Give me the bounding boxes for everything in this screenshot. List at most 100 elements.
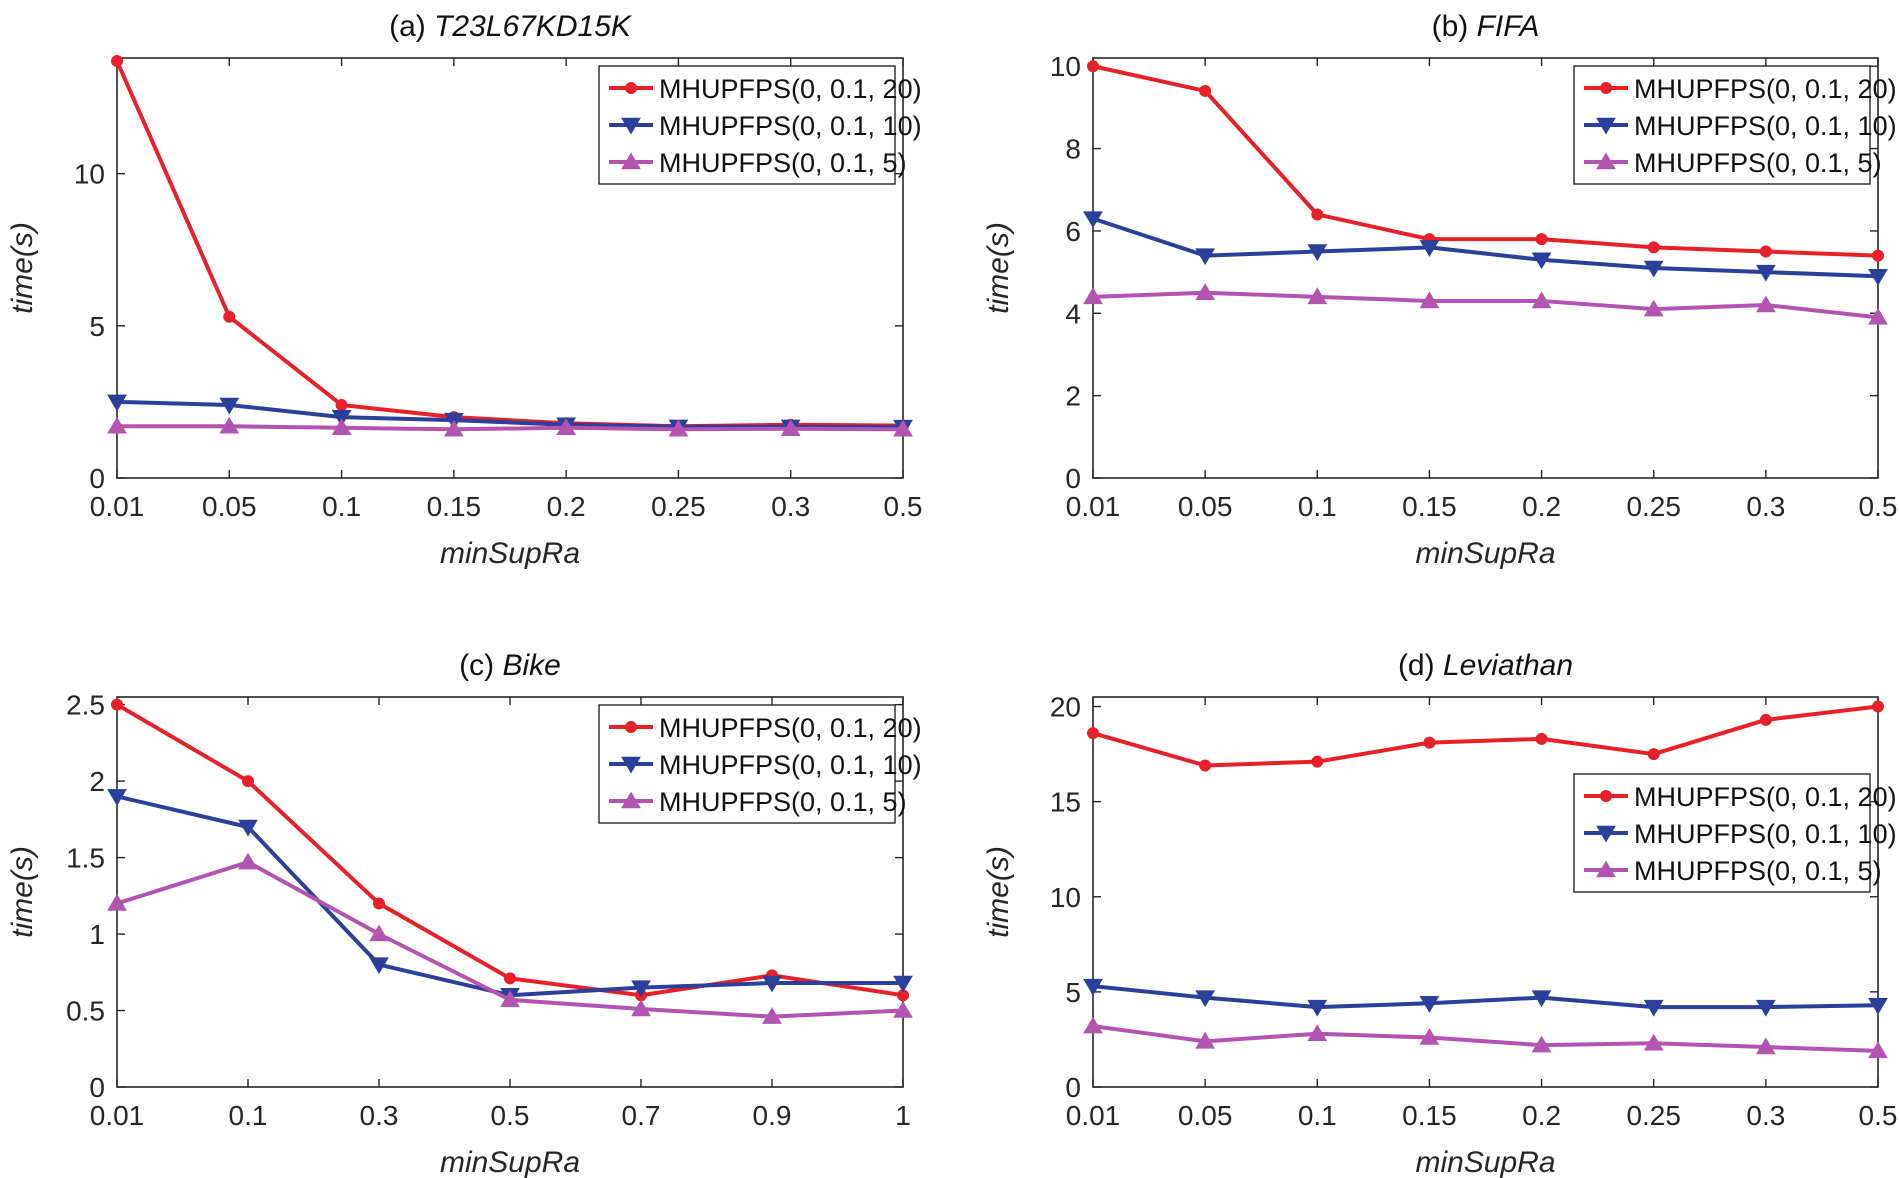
data-point — [1531, 252, 1552, 270]
data-point — [1311, 755, 1324, 768]
data-point — [107, 893, 127, 911]
x-tick-label: 0.01 — [90, 1100, 145, 1131]
x-tick-label: 0.7 — [622, 1100, 661, 1131]
y-tick-label: 0 — [89, 1072, 105, 1103]
x-tick-label: 0.15 — [1402, 491, 1457, 522]
legend-label: MHUPFPS(0, 0.1, 20) — [1634, 74, 1897, 104]
legend-entry: MHUPFPS(0, 0.1, 5) — [1584, 856, 1882, 886]
x-tick-label: 0.1 — [1298, 491, 1337, 522]
chart-title-name: Leviathan — [1443, 649, 1573, 682]
data-point — [331, 418, 352, 436]
x-tick-label: 0.01 — [1066, 1100, 1121, 1131]
x-axis-title: minSupRa — [440, 537, 580, 570]
data-point — [504, 972, 516, 985]
data-point — [631, 999, 651, 1017]
y-tick-label: 6 — [1065, 216, 1081, 247]
data-point — [1307, 1024, 1328, 1041]
legend-entry: MHUPFPS(0, 0.1, 20) — [609, 74, 922, 104]
series-1 — [1087, 60, 1884, 262]
data-point — [893, 419, 913, 437]
y-tick-label: 0 — [1065, 463, 1081, 494]
data-point — [1083, 287, 1103, 305]
x-tick-label: 0.2 — [1522, 491, 1561, 522]
legend-marker — [621, 152, 641, 170]
data-point — [1647, 748, 1660, 761]
legend-marker — [621, 756, 641, 774]
data-point — [1755, 999, 1776, 1017]
y-tick-label: 1 — [89, 919, 105, 950]
data-point — [1535, 233, 1548, 246]
data-point — [1083, 211, 1103, 229]
legend-marker — [1596, 117, 1616, 135]
data-point — [1195, 283, 1216, 300]
y-tick-label: 20 — [1050, 692, 1081, 723]
x-tick-label: 0.3 — [1746, 1100, 1785, 1131]
y-axis-title: time(s) — [6, 222, 39, 314]
legend-entry: MHUPFPS(0, 0.1, 10) — [609, 750, 922, 780]
data-point — [500, 990, 520, 1008]
data-point — [335, 398, 348, 411]
data-point — [242, 775, 254, 788]
legend-box — [1573, 65, 1871, 185]
y-tick-label: 15 — [1050, 787, 1081, 818]
data-point — [219, 397, 240, 415]
legend-label: MHUPFPS(0, 0.1, 10) — [659, 750, 922, 780]
y-axis-title: time(s) — [6, 846, 39, 938]
x-tick-label: 0.1 — [229, 1100, 268, 1131]
series-2 — [1083, 978, 1888, 1017]
data-point — [893, 975, 913, 993]
chart-title: (d) Leviathan — [1398, 649, 1573, 682]
data-point — [1868, 268, 1888, 286]
x-tick-label: 0.5 — [884, 491, 923, 522]
data-point — [1419, 291, 1440, 309]
data-point — [107, 789, 127, 806]
data-point — [107, 394, 127, 412]
x-tick-label: 0.5 — [1859, 491, 1898, 522]
data-point — [443, 419, 464, 437]
plot-frame — [1092, 696, 1879, 1088]
x-tick-label: 0.15 — [1402, 1100, 1457, 1131]
y-tick-label: 0.5 — [66, 996, 105, 1027]
series-1 — [111, 698, 909, 1002]
x-axis-title: minSupRa — [1415, 1146, 1555, 1178]
series-line — [1092, 64, 1879, 258]
data-point — [1868, 1041, 1888, 1059]
data-point — [1311, 208, 1324, 221]
data-point — [1868, 997, 1888, 1015]
chart-panel-4: 0.01 0.05 0.1 0.15 0.2 0.25 0.3 0.5 0 5 10 15 20 minS… — [982, 649, 1897, 1178]
y-tick-label: 10 — [74, 159, 105, 190]
data-point — [1755, 295, 1776, 313]
data-point — [1643, 999, 1664, 1017]
y-axis-title: time(s) — [982, 846, 1015, 938]
x-tick-label: 0.25 — [1626, 1100, 1681, 1131]
data-point — [111, 55, 123, 68]
y-tick-label: 0 — [89, 463, 105, 494]
legend-entry: MHUPFPS(0, 0.1, 10) — [1584, 819, 1897, 849]
data-point — [107, 416, 127, 434]
x-tick-label: 0.01 — [1066, 491, 1121, 522]
series-3 — [1083, 283, 1888, 325]
chart-title: (c) Bike — [459, 649, 561, 682]
x-axis-title: minSupRa — [1415, 537, 1555, 570]
x-tick-label: 0.3 — [771, 491, 810, 522]
y-tick-label: 4 — [1065, 298, 1081, 329]
x-tick-label: 0.05 — [202, 491, 257, 522]
x-tick-label: 0.05 — [1178, 1100, 1233, 1131]
legend-entry: MHUPFPS(0, 0.1, 10) — [609, 111, 922, 141]
data-point — [668, 419, 689, 437]
legend: MHUPFPS(0, 0.1, 20) MHUPFPS(0, 0.1, 10) MH… — [1573, 773, 1897, 893]
legend-marker — [625, 82, 637, 94]
x-tick-label: 0.25 — [1626, 491, 1681, 522]
x-tick-label: 0.15 — [427, 491, 482, 522]
legend-label: MHUPFPS(0, 0.1, 20) — [1634, 782, 1897, 812]
data-point — [1419, 996, 1440, 1013]
chart-title-prefix: (d) — [1398, 649, 1443, 682]
series-line — [1092, 704, 1879, 768]
chart-panel-1: 0.01 0.05 0.1 0.15 0.2 0.25 0.3 0.5 0 5 10 minSupRa… — [6, 10, 922, 570]
y-tick-label: 1.5 — [66, 843, 105, 874]
data-point — [1199, 84, 1212, 97]
x-tick-label: 0.3 — [1746, 491, 1785, 522]
x-tick-label: 0.25 — [651, 491, 706, 522]
data-point — [1531, 990, 1552, 1008]
chart-title-prefix: (c) — [459, 649, 502, 682]
